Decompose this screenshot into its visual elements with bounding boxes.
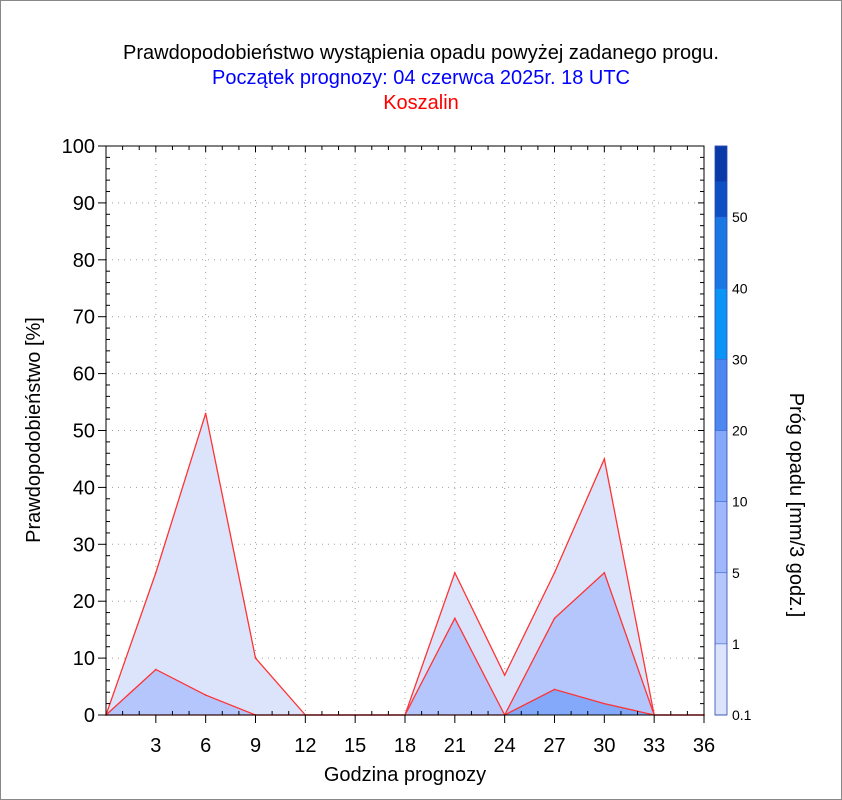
- x-tick-label: 9: [250, 735, 261, 757]
- chart-title: Prawdopodobieństwo wystąpienia opadu pow…: [123, 42, 719, 64]
- y-tick-label: 80: [73, 250, 95, 272]
- colorbar-segment: [715, 643, 727, 715]
- colorbar: 0.1 1 5 10 20 30 40 50: [714, 145, 752, 723]
- y-tick-label: 30: [73, 534, 95, 556]
- y-tick-label: 20: [73, 591, 95, 613]
- x-tick-label: 15: [344, 735, 366, 757]
- chart-subtitle: Początek prognozy: 04 czerwca 2025r. 18 …: [212, 67, 630, 89]
- colorbar-segment: [715, 572, 727, 644]
- data-point: [454, 617, 456, 620]
- x-tick-label: 12: [294, 735, 316, 757]
- colorbar-segment: [715, 217, 727, 289]
- data-point: [204, 694, 207, 696]
- x-tick-label: 6: [200, 735, 211, 757]
- y-tick-label: 70: [73, 307, 95, 329]
- y-tick-label: 0: [84, 705, 95, 727]
- y-tick-label: 40: [73, 477, 95, 499]
- colorbar-segment: [715, 430, 727, 502]
- x-tick-label: 36: [693, 735, 715, 757]
- y-tick-label: 100: [62, 136, 95, 158]
- colorbar-segment: [715, 288, 727, 360]
- x-tick-label: 24: [494, 735, 516, 757]
- x-tick-label: 18: [394, 735, 416, 757]
- data-point: [603, 458, 606, 460]
- x-tick-label: 3: [150, 735, 161, 757]
- colorbar-tick-label: 20: [732, 423, 748, 439]
- colorbar-segment: [715, 501, 727, 573]
- data-point: [553, 688, 556, 691]
- y-tick-label: 10: [73, 648, 95, 670]
- colorbar-tick-label: 0.1: [732, 707, 752, 723]
- data-point: [603, 702, 606, 705]
- colorbar-segment: [715, 359, 727, 431]
- colorbar-tick-label: 30: [732, 351, 748, 367]
- x-tick-label: 30: [593, 735, 615, 757]
- y-tick-label: 50: [73, 421, 95, 443]
- colorbar-frame: [714, 145, 728, 716]
- area-threshold-5: [106, 689, 704, 715]
- chart-location: Koszalin: [383, 92, 459, 114]
- area-threshold-1: [106, 572, 704, 715]
- colorbar-tick-label: 1: [732, 636, 740, 652]
- data-point: [553, 571, 556, 574]
- colorbar-tick-label: 10: [732, 494, 748, 510]
- x-tick-label: 33: [643, 735, 665, 757]
- colorbar-segment: [715, 181, 727, 218]
- data-point: [155, 571, 157, 574]
- x-axis-label: Godzina prognozy: [324, 764, 486, 786]
- colorbar-tick-label: 40: [732, 280, 748, 296]
- data-point: [254, 657, 257, 659]
- y-tick-label: 60: [73, 364, 95, 386]
- colorbar-segment: [715, 146, 727, 182]
- colorbar-tick-label: 50: [732, 209, 748, 225]
- data-point: [454, 571, 456, 574]
- data-point: [204, 412, 207, 415]
- data-point: [603, 571, 606, 574]
- x-tick-label: 21: [444, 735, 466, 757]
- y-axis-label: Prawdopodobieństwo [%]: [23, 317, 45, 543]
- data-point: [155, 668, 157, 671]
- y-tick-label: 90: [73, 193, 95, 215]
- data-point: [503, 674, 506, 676]
- x-tick-label: 27: [543, 735, 565, 757]
- colorbar-tick-label: 5: [732, 565, 740, 581]
- colorbar-label: Próg opadu [mm/3 godz.]: [785, 393, 807, 618]
- data-point: [553, 617, 556, 620]
